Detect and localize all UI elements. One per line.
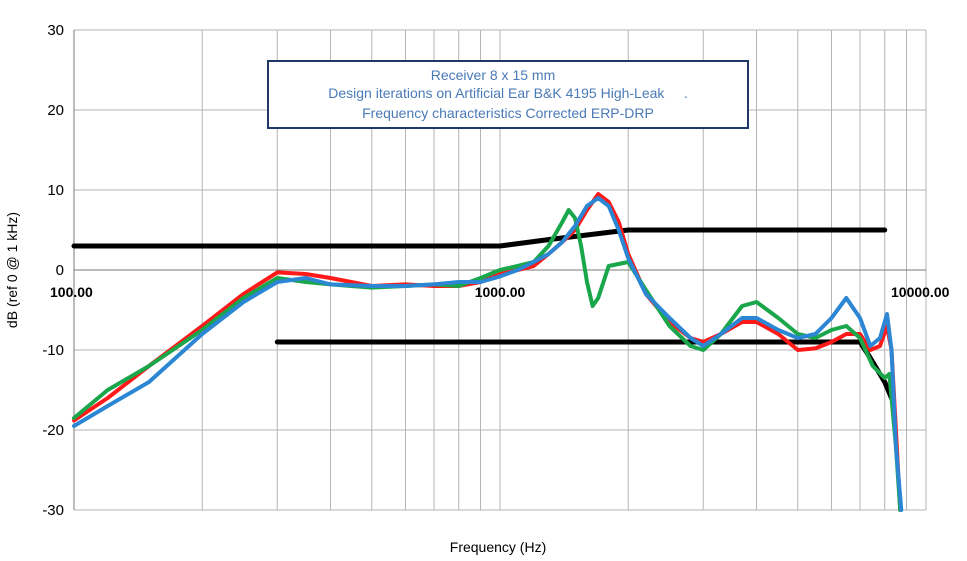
y-axis-label: dB (ref 0 @ 1 kHz) bbox=[4, 212, 20, 328]
y-tick-label: 10 bbox=[47, 182, 64, 199]
title-box: Receiver 8 x 15 mm Design iterations on … bbox=[267, 60, 749, 129]
x-axis-label: Frequency (Hz) bbox=[450, 539, 546, 555]
x-tick-label: 1000.00 bbox=[475, 284, 526, 300]
y-tick-label: -10 bbox=[42, 342, 64, 359]
y-tick-label: 20 bbox=[47, 102, 64, 119]
y-tick-label: 0 bbox=[56, 262, 64, 279]
series-lines bbox=[71, 192, 904, 512]
title-line-2: Design iterations on Artificial Ear B&K … bbox=[328, 85, 688, 101]
title-line-1: Receiver 8 x 15 mm bbox=[431, 67, 555, 83]
y-tick-label: 30 bbox=[47, 22, 64, 39]
upper-limit-line bbox=[71, 227, 888, 249]
response-line-4 bbox=[72, 196, 904, 512]
y-tick-label: -30 bbox=[42, 502, 64, 519]
x-tick-label: 10000.00 bbox=[891, 284, 950, 300]
response-line-2 bbox=[72, 192, 903, 512]
x-tick-label: 100.00 bbox=[50, 284, 93, 300]
tick-labels: 30 20 10 0 -10 -20 -30 100.00 1000.00 10000.00 bbox=[42, 22, 949, 519]
title-line-3: Frequency characteristics Corrected ERP-… bbox=[362, 105, 654, 121]
title-box-border bbox=[267, 60, 749, 129]
y-tick-label: -20 bbox=[42, 422, 64, 439]
